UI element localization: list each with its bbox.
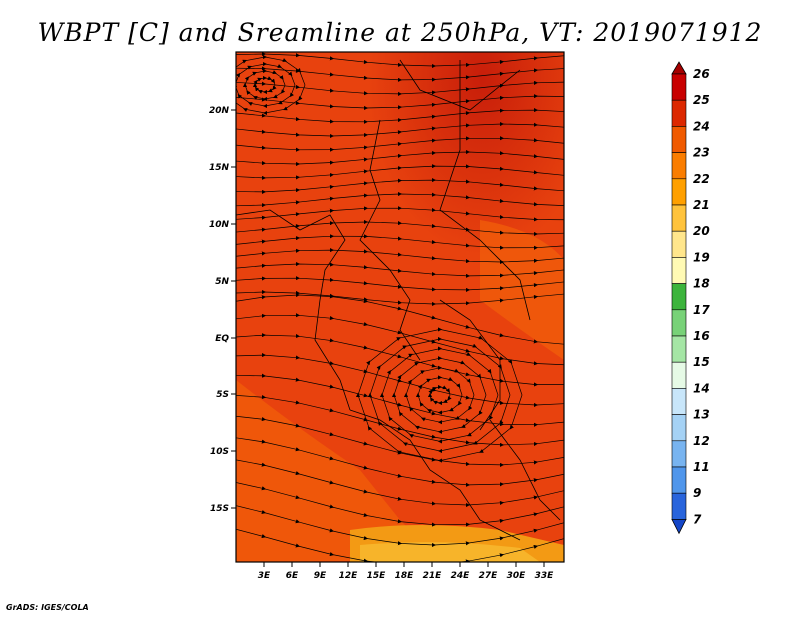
colorbar-segment — [671, 126, 687, 153]
colorbar-label: 18 — [693, 277, 710, 291]
streamline — [236, 136, 564, 152]
colorbar-label: 17 — [693, 303, 710, 317]
streamline — [236, 164, 564, 180]
colorbar-segment — [671, 492, 687, 520]
colorbar-label: 12 — [693, 434, 710, 448]
colorbar-segment — [671, 361, 687, 389]
colorbar-segment — [671, 99, 687, 127]
colorbar-label: 15 — [693, 355, 710, 369]
lon-label: 12E — [339, 571, 359, 581]
colorbar-segment — [671, 283, 687, 311]
colorbar-segment — [671, 414, 687, 442]
map-frame — [235, 51, 565, 563]
colorbar-label: 7 — [693, 512, 702, 526]
lat-label: 10S — [210, 447, 229, 457]
lat-label: 20N — [209, 106, 230, 116]
colorbar-segment — [671, 466, 687, 494]
streamline — [236, 234, 564, 250]
streamline — [236, 121, 564, 139]
colorbar-label: 9 — [693, 486, 701, 500]
colorbar-bottom-arrow — [671, 519, 687, 535]
colorbar-segment — [671, 335, 687, 363]
colorbar-segment — [671, 440, 687, 468]
lon-label: 18E — [395, 571, 415, 581]
lon-label: 15E — [367, 571, 387, 581]
lon-label: 27E — [479, 571, 499, 581]
temperature-field — [236, 52, 564, 562]
colorbar-segment — [671, 204, 687, 232]
colorbar-segment — [671, 230, 687, 258]
streamline — [236, 206, 564, 222]
streamline — [236, 191, 564, 208]
colorbar-segment — [671, 309, 687, 337]
colorbar: 26 25 24 23 22 21 20 19 18 17 16 15 14 13 12 11 9 7 — [671, 61, 710, 535]
latitude-axis: 20N 15N 10N 5N EQ 5S 10S 15S — [209, 106, 236, 514]
streamline — [236, 247, 564, 265]
colorbar-label: 19 — [693, 250, 710, 264]
colorbar-segment — [671, 257, 687, 284]
streamline — [236, 276, 564, 293]
lon-label: 33E — [535, 571, 555, 581]
lon-label: 30E — [507, 571, 527, 581]
colorbar-top-arrow — [671, 61, 687, 75]
colorbar-label: 21 — [693, 198, 710, 212]
streamline — [236, 219, 564, 237]
colorbar-label: 26 — [693, 67, 710, 81]
streamline — [236, 177, 564, 195]
colorbar-label: 14 — [693, 381, 710, 395]
lon-label: 6E — [286, 571, 299, 581]
colorbar-segment — [671, 178, 687, 206]
grads-credit: GrADS: IGES/COLA — [6, 603, 89, 612]
colorbar-label: 23 — [693, 146, 710, 160]
lat-label: 15S — [210, 504, 229, 514]
colorbar-label: 22 — [693, 172, 710, 186]
longitude-axis: 3E 6E 9E 12E 15E 18E 21E 24E 27E 30E 33E — [258, 562, 554, 581]
colorbar-label: 16 — [693, 329, 710, 343]
colorbar-label: 24 — [693, 119, 710, 133]
colorbar-label: 13 — [693, 408, 710, 422]
lat-label: EQ — [215, 334, 229, 344]
streamline — [236, 261, 564, 278]
colorbar-segment — [671, 73, 687, 101]
lon-label: 24E — [451, 571, 471, 581]
chart-title: WBPT [C] and Sreamline at 250hPa, VT: 20… — [37, 18, 763, 47]
colorbar-segment — [671, 152, 687, 180]
colorbar-label: 11 — [693, 460, 710, 474]
colorbar-label: 25 — [693, 93, 710, 107]
lat-label: 15N — [209, 163, 230, 173]
streamline — [358, 329, 523, 460]
streamlines — [236, 52, 564, 562]
colorbar-label: 20 — [693, 224, 710, 238]
lon-label: 3E — [258, 571, 271, 581]
lat-label: 10N — [209, 220, 230, 230]
lat-label: 5S — [216, 390, 229, 400]
streamline — [236, 528, 564, 562]
streamline — [236, 149, 564, 167]
lon-label: 9E — [314, 571, 327, 581]
lon-label: 21E — [423, 571, 443, 581]
colorbar-segment — [671, 388, 687, 415]
streamline — [236, 57, 306, 113]
lat-label: 5N — [215, 277, 229, 287]
country-borders — [236, 59, 561, 541]
streamline — [236, 107, 564, 124]
